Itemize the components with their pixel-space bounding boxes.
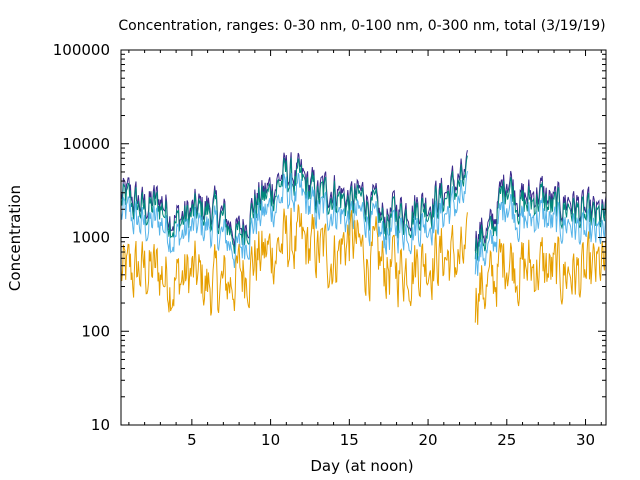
y-axis-ticks: 10 100 1000 10000 100000 bbox=[53, 41, 606, 434]
series-layer bbox=[120, 150, 607, 325]
x-tick-label: 30 bbox=[576, 431, 595, 449]
x-axis-title: Day (at noon) bbox=[310, 457, 413, 475]
series-line-range_0_30 bbox=[120, 204, 607, 325]
chart-title: Concentration, ranges: 0-30 nm, 0-100 nm… bbox=[118, 18, 605, 34]
plot-frame bbox=[120, 49, 607, 426]
y-tick-label: 1000 bbox=[72, 229, 110, 247]
x-tick-label: 15 bbox=[340, 431, 359, 449]
x-tick-label: 20 bbox=[419, 431, 438, 449]
y-axis-title: Concentration bbox=[6, 185, 24, 291]
x-axis-ticks: 5 10 15 20 25 30 bbox=[128, 50, 602, 449]
x-tick-label: 25 bbox=[497, 431, 516, 449]
x-tick-label: 5 bbox=[187, 431, 197, 449]
series-line-range_0_300 bbox=[120, 155, 607, 261]
y-tick-label: 100000 bbox=[53, 41, 110, 59]
y-tick-label: 10 bbox=[91, 416, 110, 434]
x-tick-label: 10 bbox=[261, 431, 280, 449]
y-tick-label: 100 bbox=[81, 322, 110, 340]
series-line-range_0_100 bbox=[120, 171, 607, 276]
y-tick-label: 10000 bbox=[62, 135, 110, 153]
